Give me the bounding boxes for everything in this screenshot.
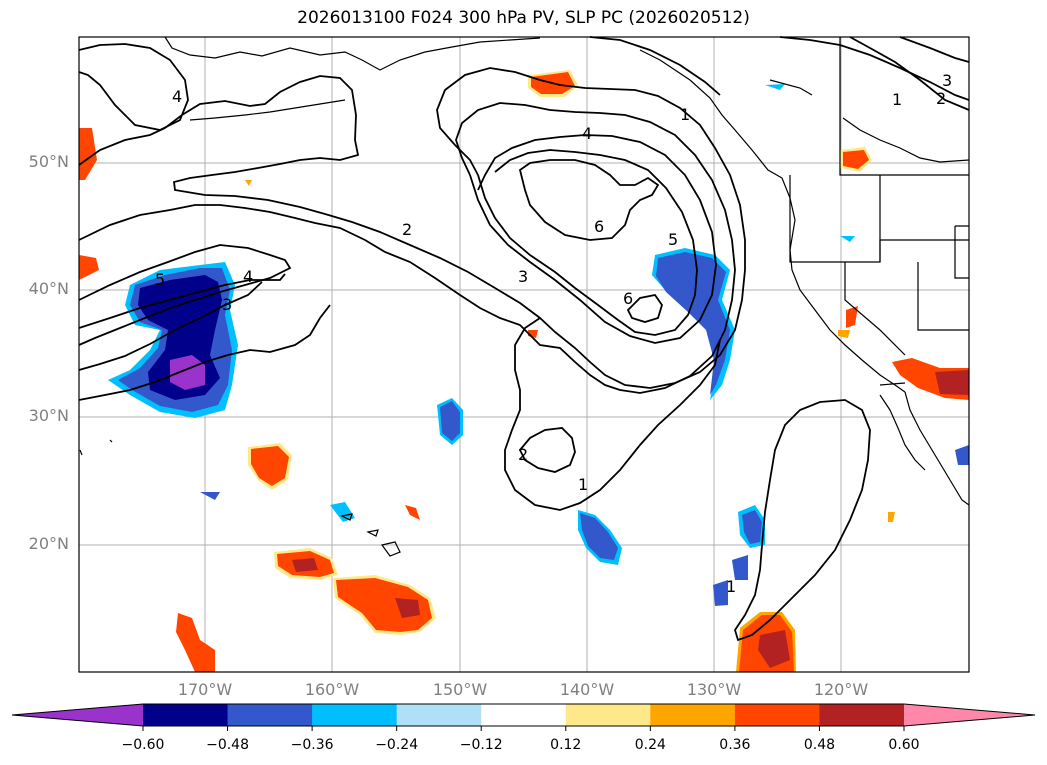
longitude-label: 120°W (813, 680, 869, 699)
longitude-label: 170°W (177, 680, 233, 699)
chart-title: 2026013100 F024 300 hPa PV, SLP PC (2026… (297, 8, 750, 28)
contour-label: 3 (222, 295, 232, 314)
colorbar-cell (734, 704, 820, 726)
colorbar-cell (396, 704, 482, 726)
latitude-label: 40°N (28, 279, 69, 298)
negative-pv-anomalies (108, 84, 969, 606)
longitude-label: 140°W (559, 680, 615, 699)
contour-label: 2 (402, 220, 412, 239)
colorbar (11, 703, 1036, 731)
contour-label: 1 (892, 90, 902, 109)
contour-label: 3 (942, 71, 952, 90)
colorbar-tick-label: −0.12 (459, 737, 503, 753)
contour-label: 1 (726, 577, 736, 596)
colorbar-tick-label: 0.36 (719, 737, 751, 753)
contour-label: 6 (623, 289, 633, 308)
latitude-label: 30°N (28, 406, 69, 425)
contour-label: 5 (668, 230, 678, 249)
latitude-label: 50°N (28, 152, 69, 171)
colorbar-cell (481, 704, 567, 726)
contour-label: 3 (518, 267, 528, 286)
latitude-label: 20°N (28, 534, 69, 553)
colorbar-cell (143, 704, 229, 726)
gridlines (79, 37, 969, 672)
colorbar-cell (565, 704, 651, 726)
map-frame (78, 36, 970, 673)
colorbar-cell (819, 704, 905, 726)
contour-label: 2 (936, 89, 946, 108)
contour-label: 1 (578, 475, 588, 494)
colorbar-cell (312, 704, 398, 726)
contour-label: 4 (172, 87, 182, 106)
longitude-label: 150°W (432, 680, 488, 699)
colorbar-tick-label: 0.12 (550, 737, 582, 753)
contour-labels: 4 5 4 3 2 4 3 6 5 6 2 1 1 1 2 3 1 (155, 71, 952, 596)
contour-label: 6 (594, 217, 604, 236)
colorbar-tick-label: 0.48 (803, 737, 836, 753)
colorbar-tick-label: −0.36 (290, 737, 334, 753)
contour-label: 5 (155, 270, 165, 289)
colorbar-tick-label: −0.60 (121, 737, 165, 753)
colorbar-extension-low (12, 704, 143, 726)
colorbar-tick-label: −0.24 (375, 737, 419, 753)
contour-label: 1 (680, 105, 690, 124)
coastlines (79, 36, 970, 557)
contour-label: 4 (582, 124, 592, 143)
longitude-label: 130°W (686, 680, 742, 699)
longitude-label: 160°W (304, 680, 360, 699)
colorbar-tick-label: −0.48 (206, 737, 249, 753)
contour-lines (78, 36, 970, 642)
contour-label: 2 (518, 445, 528, 464)
colorbar-cell (650, 704, 736, 726)
colorbar-cell (227, 704, 313, 726)
positive-pv-anomalies (79, 70, 969, 672)
colorbar-tick-label: 0.60 (888, 737, 920, 753)
colorbar-tick-label: 0.24 (634, 737, 666, 753)
contour-label: 4 (243, 267, 253, 286)
colorbar-extension-high (904, 704, 1035, 726)
